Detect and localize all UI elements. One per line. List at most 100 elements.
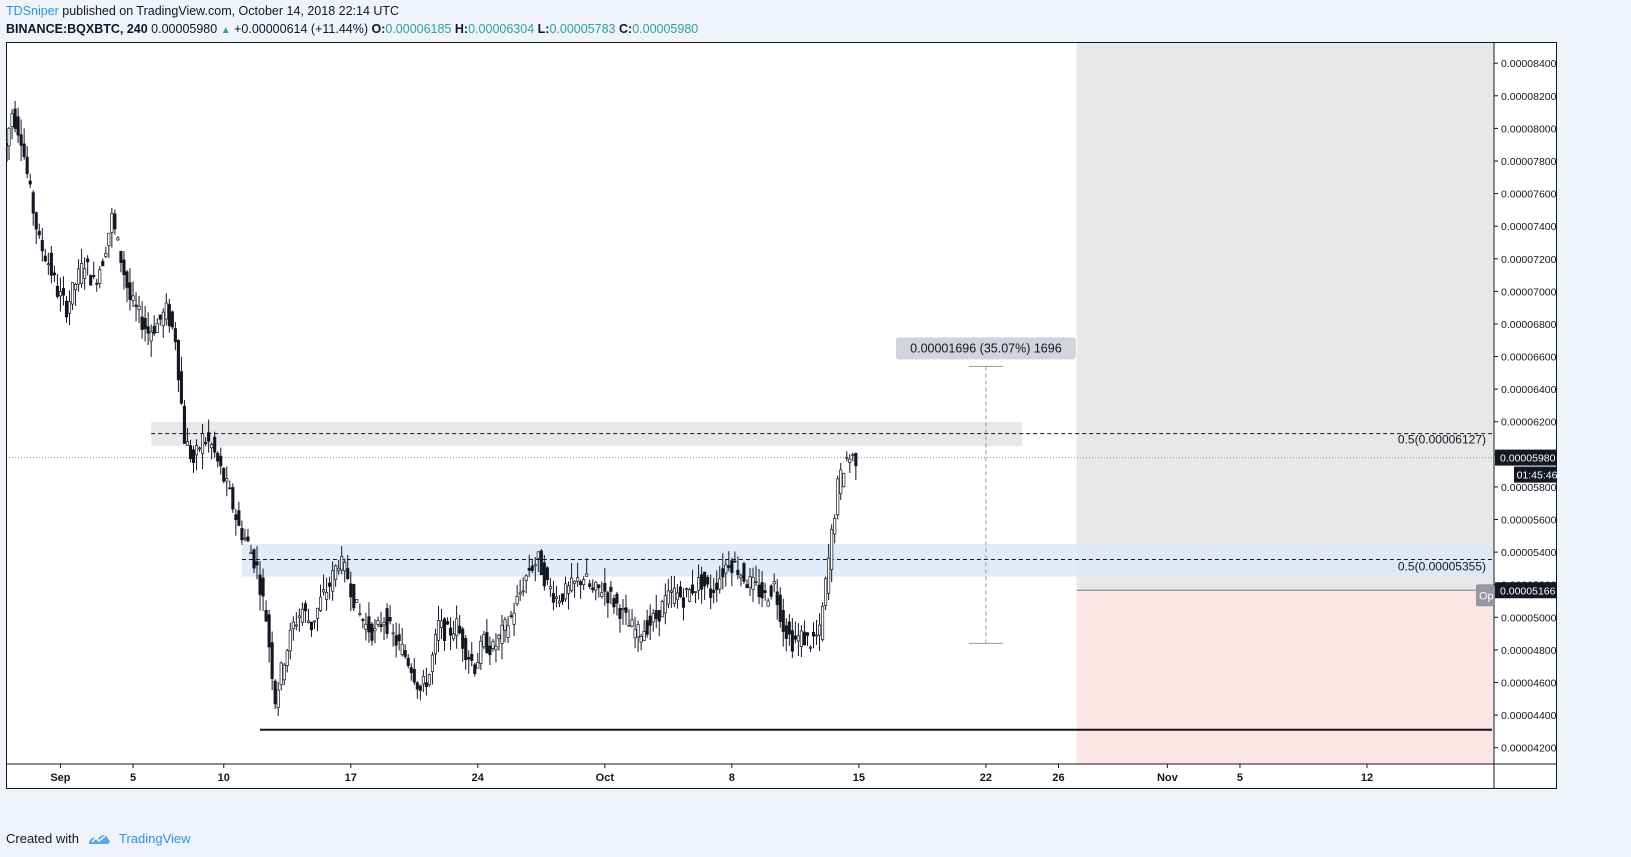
candle-body: [86, 258, 90, 263]
candle-body: [270, 642, 274, 679]
candle-body: [210, 444, 214, 449]
candle-body: [597, 584, 601, 588]
candle-body: [58, 291, 62, 297]
tradingview-link[interactable]: TradingView: [118, 831, 191, 846]
candle-body: [261, 577, 265, 597]
candle-body: [16, 116, 20, 136]
candle-body: [204, 442, 208, 444]
y-tick-label: 0.00007800: [1501, 156, 1557, 168]
candle-body: [802, 631, 806, 646]
candle-body: [225, 478, 229, 482]
candle-body: [240, 528, 244, 541]
last-price: 0.00005980: [151, 22, 218, 36]
x-tick-label: 15: [853, 772, 865, 784]
candle-body: [388, 617, 392, 622]
candle-body: [811, 631, 816, 637]
candle-body: [684, 588, 689, 591]
x-tick-label: Sep: [50, 772, 70, 784]
last-price-badge-label: 0.00005980: [1500, 453, 1556, 465]
candle-body: [367, 616, 371, 633]
candle-body: [760, 582, 764, 599]
candle-body: [46, 263, 50, 266]
candle-body: [754, 581, 758, 583]
candle-body: [715, 582, 719, 591]
candle-body: [34, 212, 38, 230]
candle-body: [234, 514, 238, 521]
candle-body: [279, 662, 283, 686]
candle-body: [675, 592, 679, 601]
candle-body: [394, 635, 398, 646]
candle-body: [497, 634, 501, 640]
candle-body: [573, 580, 577, 584]
candle-body: [808, 646, 813, 649]
candle-body: [201, 433, 205, 454]
position-price-badge-label: 0.00005166: [1500, 585, 1556, 597]
open-label: O:: [371, 22, 386, 36]
candle-body: [312, 620, 317, 623]
y-tick-label: 0.00005600: [1501, 515, 1557, 527]
ohlc-line: BINANCE:BQXBTC, 240 0.00005980 ▲ +0.0000…: [6, 22, 698, 36]
candle-body: [412, 668, 416, 683]
y-tick-label: 0.00004600: [1501, 678, 1557, 690]
close-value: 0.00005980: [632, 22, 699, 36]
candle-body: [424, 682, 428, 688]
candle-body: [784, 625, 788, 639]
candle-body: [418, 685, 422, 691]
candle-body: [213, 436, 217, 453]
candle-body: [325, 592, 329, 600]
candle-body: [67, 301, 72, 314]
author-link[interactable]: TDSniper: [6, 4, 59, 18]
y-tick-label: 0.00007200: [1501, 254, 1557, 266]
candle-body: [77, 268, 81, 285]
candle-body: [627, 624, 631, 627]
candle-body: [382, 621, 386, 626]
candle-body: [349, 583, 353, 598]
candle-body: [539, 550, 543, 576]
candle-body: [243, 537, 247, 540]
position-tag-box: [1476, 584, 1494, 607]
candle-body: [660, 601, 664, 618]
price-chart[interactable]: 0.5(0.00006127) 0.5(0.00005355) 0.00001696…: [6, 42, 1557, 789]
candle-body: [700, 574, 704, 590]
candle-body: [560, 593, 565, 602]
x-tick-label: Nov: [1157, 772, 1179, 784]
candle-body: [137, 305, 141, 310]
candle-body: [814, 634, 819, 637]
candle-body: [485, 632, 489, 653]
candle-body: [818, 624, 822, 636]
candle-body: [479, 640, 483, 664]
candle-body: [276, 689, 280, 708]
candle-body: [724, 564, 728, 574]
x-tick-label: 8: [729, 772, 735, 784]
candle-body: [370, 623, 374, 641]
x-tick-label: 24: [472, 772, 485, 784]
candle-body: [769, 585, 773, 597]
candle-body: [355, 599, 359, 603]
publish-line: TDSniper published on TradingView.com, O…: [6, 4, 399, 18]
candle-body: [736, 569, 740, 576]
candle-body: [506, 625, 510, 638]
candle-body: [633, 629, 637, 639]
candle-body: [92, 275, 96, 278]
candle-body: [718, 578, 722, 590]
candle-body: [409, 667, 413, 674]
candle-body: [672, 587, 676, 604]
candle-body: [579, 581, 583, 586]
candle-body: [827, 557, 831, 594]
candle-body: [739, 575, 743, 579]
candle-body: [52, 272, 56, 276]
candle-body: [406, 657, 410, 667]
candle-body: [442, 618, 447, 641]
candle-body: [591, 587, 595, 591]
low-value: 0.00005783: [549, 22, 616, 36]
candle-body: [427, 674, 431, 686]
candle-body: [621, 607, 625, 610]
candle-body: [300, 608, 304, 623]
candle-body: [742, 563, 746, 582]
candle-body: [470, 653, 474, 661]
candle-body: [246, 536, 250, 542]
candle-body: [476, 662, 480, 669]
candle-body: [149, 331, 153, 342]
y-tick-label: 0.00006200: [1501, 417, 1557, 429]
candle-body: [131, 295, 135, 301]
